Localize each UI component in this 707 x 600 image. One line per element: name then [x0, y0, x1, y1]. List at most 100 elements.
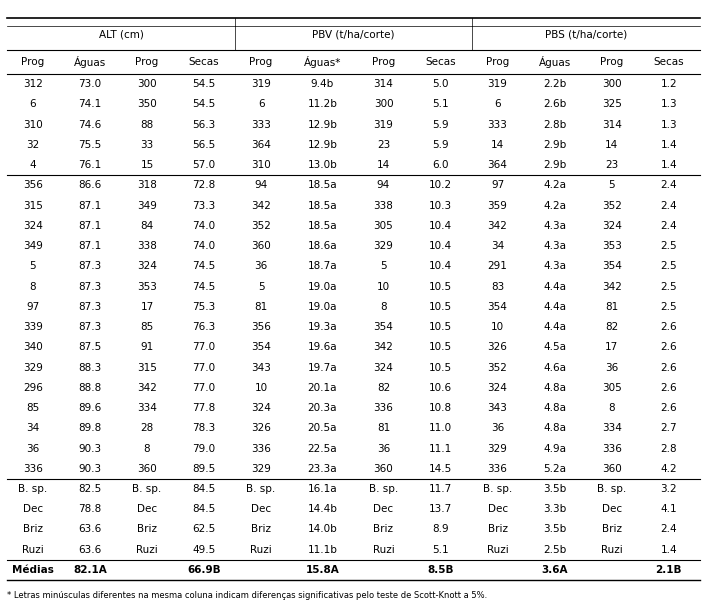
Text: 4.9a: 4.9a — [543, 443, 566, 454]
Text: 11.0: 11.0 — [429, 423, 452, 433]
Text: 89.8: 89.8 — [78, 423, 102, 433]
Text: 5.2a: 5.2a — [543, 464, 566, 474]
Text: 6.0: 6.0 — [432, 160, 449, 170]
Text: 305: 305 — [373, 221, 393, 231]
Text: 13.0b: 13.0b — [308, 160, 337, 170]
Text: 2.6: 2.6 — [660, 403, 677, 413]
Text: 94: 94 — [255, 181, 268, 190]
Text: 354: 354 — [488, 302, 508, 312]
Text: 15: 15 — [141, 160, 153, 170]
Text: 5.1: 5.1 — [432, 545, 449, 555]
Text: Dec: Dec — [602, 504, 621, 514]
Text: 338: 338 — [137, 241, 157, 251]
Text: 360: 360 — [137, 464, 157, 474]
Text: Briz: Briz — [137, 524, 157, 535]
Text: 74.5: 74.5 — [192, 281, 216, 292]
Text: 33: 33 — [141, 140, 153, 150]
Text: 4.1: 4.1 — [660, 504, 677, 514]
Text: 2.5: 2.5 — [660, 241, 677, 251]
Text: 10.8: 10.8 — [429, 403, 452, 413]
Text: 319: 319 — [488, 79, 508, 89]
Text: 16.1a: 16.1a — [308, 484, 337, 494]
Text: 314: 314 — [602, 119, 621, 130]
Text: 364: 364 — [488, 160, 508, 170]
Text: 339: 339 — [23, 322, 43, 332]
Text: 8.5B: 8.5B — [427, 565, 454, 575]
Text: Águas: Águas — [74, 56, 106, 68]
Text: 10.4: 10.4 — [429, 241, 452, 251]
Text: Dec: Dec — [251, 504, 271, 514]
Text: 4.8a: 4.8a — [543, 383, 566, 393]
Text: 18.5a: 18.5a — [308, 200, 337, 211]
Text: Prog: Prog — [600, 57, 624, 67]
Text: 300: 300 — [137, 79, 157, 89]
Text: * Letras minúsculas diferentes na mesma coluna indicam diferenças significativas: * Letras minúsculas diferentes na mesma … — [7, 591, 487, 600]
Text: 83: 83 — [491, 281, 504, 292]
Text: 354: 354 — [373, 322, 393, 332]
Text: 4.2a: 4.2a — [543, 200, 566, 211]
Text: 319: 319 — [373, 119, 393, 130]
Text: 6: 6 — [494, 100, 501, 109]
Text: 89.5: 89.5 — [192, 464, 216, 474]
Text: 20.1a: 20.1a — [308, 383, 337, 393]
Text: 14.5: 14.5 — [429, 464, 452, 474]
Text: 72.8: 72.8 — [192, 181, 216, 190]
Text: 305: 305 — [602, 383, 621, 393]
Text: 5: 5 — [608, 181, 615, 190]
Text: 354: 354 — [602, 262, 621, 271]
Text: 79.0: 79.0 — [192, 443, 216, 454]
Text: 10.5: 10.5 — [429, 281, 452, 292]
Text: 3.5b: 3.5b — [543, 484, 566, 494]
Text: 20.5a: 20.5a — [308, 423, 337, 433]
Text: 63.6: 63.6 — [78, 545, 102, 555]
Text: 74.5: 74.5 — [192, 262, 216, 271]
Text: 3.5b: 3.5b — [543, 524, 566, 535]
Text: 4: 4 — [30, 160, 36, 170]
Text: 4.8a: 4.8a — [543, 403, 566, 413]
Text: 75.3: 75.3 — [192, 302, 216, 312]
Text: 8: 8 — [144, 443, 151, 454]
Text: 28: 28 — [141, 423, 153, 433]
Text: 36: 36 — [26, 443, 40, 454]
Text: 2.4: 2.4 — [660, 221, 677, 231]
Text: 356: 356 — [251, 322, 271, 332]
Text: 74.0: 74.0 — [192, 221, 216, 231]
Text: 360: 360 — [251, 241, 271, 251]
Text: 13.7: 13.7 — [429, 504, 452, 514]
Text: 356: 356 — [23, 181, 43, 190]
Text: 88: 88 — [141, 119, 153, 130]
Text: 4.8a: 4.8a — [543, 423, 566, 433]
Text: 8.9: 8.9 — [432, 524, 449, 535]
Text: 78.8: 78.8 — [78, 504, 102, 514]
Text: 350: 350 — [137, 100, 157, 109]
Text: 329: 329 — [23, 362, 43, 373]
Text: 81: 81 — [255, 302, 268, 312]
Text: Prog: Prog — [21, 57, 45, 67]
Text: 338: 338 — [373, 200, 393, 211]
Text: 324: 324 — [251, 403, 271, 413]
Text: 4.5a: 4.5a — [543, 342, 566, 352]
Text: 87.3: 87.3 — [78, 281, 102, 292]
Text: B. sp.: B. sp. — [132, 484, 162, 494]
Text: 6: 6 — [30, 100, 36, 109]
Text: 56.3: 56.3 — [192, 119, 216, 130]
Text: 2.1B: 2.1B — [655, 565, 682, 575]
Text: 1.4: 1.4 — [660, 545, 677, 555]
Text: 4.4a: 4.4a — [543, 281, 566, 292]
Text: 2.5: 2.5 — [660, 262, 677, 271]
Text: Briz: Briz — [373, 524, 394, 535]
Text: Águas: Águas — [539, 56, 571, 68]
Text: 310: 310 — [23, 119, 42, 130]
Text: 10.5: 10.5 — [429, 322, 452, 332]
Text: Prog: Prog — [486, 57, 509, 67]
Text: Ruzi: Ruzi — [486, 545, 508, 555]
Text: 90.3: 90.3 — [78, 443, 102, 454]
Text: 8: 8 — [380, 302, 387, 312]
Text: 84: 84 — [141, 221, 153, 231]
Text: Ruzi: Ruzi — [22, 545, 44, 555]
Text: 1.3: 1.3 — [660, 119, 677, 130]
Text: 36: 36 — [605, 362, 619, 373]
Text: 315: 315 — [23, 200, 43, 211]
Text: 17: 17 — [605, 342, 619, 352]
Text: Prog: Prog — [372, 57, 395, 67]
